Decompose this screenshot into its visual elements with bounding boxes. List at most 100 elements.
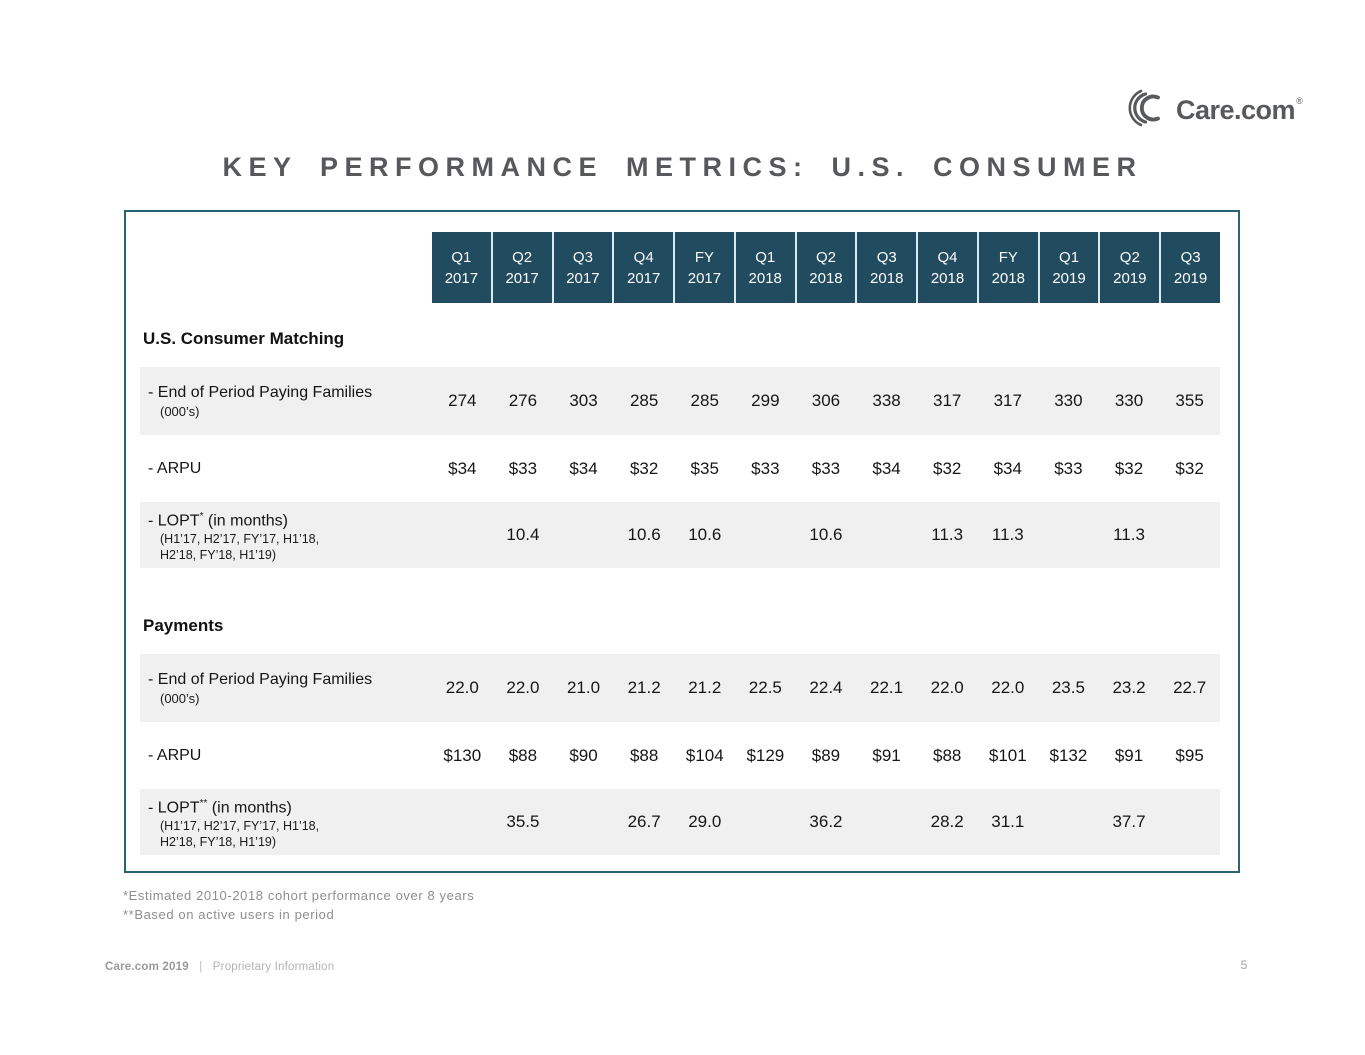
- footnote-marker: *: [199, 510, 204, 522]
- metric-row: - ARPU $130 $88 $90 $88 $104 $129 $89 $91 $88 $101…: [140, 733, 1220, 778]
- value-cell: [1159, 789, 1220, 855]
- value-cell: $88: [629, 745, 659, 765]
- row-values: $130 $88 $90 $88 $104 $129 $89 $91 $88 $101 $132 $9…: [432, 733, 1220, 778]
- value-cell: 285: [629, 391, 659, 410]
- row-sublabel: H2’18, FY’18, H1’19): [160, 548, 277, 563]
- value-cell: $33: [1054, 458, 1083, 478]
- value-cell: 330: [1114, 391, 1144, 410]
- logo-text: Care.com: [1176, 95, 1296, 125]
- value-cell: 22.1: [870, 678, 904, 697]
- value-cell: [1038, 502, 1099, 568]
- value-cell: 23.2: [1112, 678, 1146, 697]
- metrics-table: Q1 2017 Q2 2017 Q3 2017 Q4 2017 FY 2017 Q1 2018 Q2 20…: [124, 210, 1240, 873]
- value-cell: $101: [988, 745, 1027, 765]
- value-cell: 10.6: [809, 525, 843, 544]
- value-cell: $33: [508, 458, 538, 478]
- column-year: 2017: [444, 269, 479, 287]
- column-year: 2018: [870, 269, 904, 287]
- column-period: Q1: [451, 248, 472, 266]
- page-number: 5: [1240, 958, 1248, 972]
- value-cell: 23.5: [1051, 678, 1085, 697]
- value-cell: 36.2: [809, 812, 843, 831]
- value-cell: 330: [1054, 391, 1083, 410]
- metric-row: - LOPT** (in months) (H1’17, H2’17, FY’17…: [140, 789, 1220, 855]
- column-header: Q3 2018: [855, 232, 917, 303]
- row-label: - End of Period Paying Families: [148, 670, 373, 688]
- row-sublabel: (H1’17, H2’17, FY’17, H1’18,: [160, 819, 320, 834]
- value-cell: $130: [443, 745, 482, 765]
- row-label: - End of Period Paying Families: [148, 383, 373, 401]
- column-year: 2019: [1113, 269, 1147, 287]
- value-cell: 317: [932, 391, 962, 410]
- metric-row: - End of Period Paying Families (000’s) 27…: [140, 367, 1220, 435]
- column-header: Q1 2017: [432, 232, 491, 303]
- value-cell: $32: [1175, 458, 1204, 478]
- slide-title: KEY PERFORMANCE METRICS: U.S. CONSUMER: [222, 152, 1143, 182]
- value-cell: [432, 789, 493, 855]
- footer-text: Proprietary Information: [212, 961, 335, 973]
- row-values: $34 $33 $34 $32 $35 $33 $33 $34 $32 $34 $33 $32 $32: [432, 446, 1220, 491]
- value-cell: $88: [508, 745, 538, 765]
- row-values: 10.4 10.6 10.6 10.6 11.3 11.3 11.3: [432, 502, 1220, 568]
- column-header: Q2 2019: [1098, 232, 1160, 303]
- value-cell: [553, 789, 614, 855]
- row-label-column: - End of Period Paying Families (000’s): [140, 654, 432, 722]
- value-cell: 11.3: [991, 525, 1024, 544]
- row-label: - LOPT* (in months): [148, 510, 288, 530]
- value-cell: [735, 789, 796, 855]
- value-cell: [1159, 502, 1220, 568]
- column-year: 2017: [687, 269, 722, 287]
- column-period: Q1: [1059, 248, 1080, 266]
- value-cell: 338: [872, 391, 901, 410]
- value-cell: 28.2: [930, 812, 964, 831]
- column-period: Q4: [937, 248, 958, 266]
- value-cell: 21.2: [627, 678, 661, 697]
- value-cell: 22.0: [445, 678, 479, 697]
- row-label: - ARPU: [148, 459, 202, 477]
- column-header: Q2 2017: [490, 232, 552, 303]
- registered-mark: ®: [1296, 95, 1303, 106]
- value-cell: 11.3: [1113, 525, 1145, 544]
- value-cell: $34: [993, 458, 1022, 478]
- row-values: 22.0 22.0 21.0 21.2 21.2 22.5 22.4 22.1 22.0 22.0…: [432, 654, 1220, 722]
- value-cell: [735, 502, 796, 568]
- value-cell: 10.6: [627, 525, 661, 544]
- column-header: Q2 2018: [794, 232, 856, 303]
- footnote: **Based on active users in period: [123, 907, 335, 922]
- value-cell: $35: [690, 458, 719, 478]
- column-period: FY: [694, 248, 715, 266]
- column-year: 2017: [566, 269, 600, 287]
- row-sublabel: (000’s): [160, 690, 200, 706]
- value-cell: 22.0: [930, 678, 964, 697]
- value-cell: $95: [1175, 745, 1204, 765]
- value-cell: $33: [811, 458, 841, 478]
- value-cell: [856, 789, 917, 855]
- value-cell: 26.7: [627, 812, 661, 831]
- row-label-column: - ARPU: [140, 446, 432, 491]
- value-cell: $89: [811, 745, 841, 765]
- column-period: Q4: [633, 248, 654, 266]
- column-header: Q1 2018: [733, 232, 795, 303]
- row-sublabel: (H1’17, H2’17, FY’17, H1’18,: [160, 532, 320, 547]
- value-cell: 306: [811, 391, 841, 410]
- column-period: Q3: [876, 248, 897, 266]
- value-cell: $129: [746, 745, 785, 765]
- column-header: Q3 2017: [551, 232, 613, 303]
- column-year: 2019: [1052, 269, 1086, 287]
- value-cell: $104: [685, 745, 724, 765]
- value-cell: 35.5: [506, 812, 540, 831]
- value-cell: 11.3: [931, 525, 964, 544]
- value-cell: 37.7: [1112, 812, 1146, 831]
- value-cell: [553, 502, 614, 568]
- row-sublabel: H2’18, FY’18, H1’19): [160, 835, 277, 850]
- row-label-column: - LOPT* (in months) (H1’17, H2’17, FY’17,…: [140, 502, 432, 568]
- section-heading: Payments: [143, 616, 224, 635]
- table-body: U.S. Consumer Matching - End of Period Pa…: [140, 329, 1220, 855]
- column-header: Q4 2017: [612, 232, 674, 303]
- column-period: Q3: [1180, 248, 1201, 266]
- column-year: 2017: [626, 269, 661, 287]
- value-cell: 285: [690, 391, 719, 410]
- column-year: 2018: [748, 269, 782, 287]
- footer: Care.com 2019 | Proprietary Information: [105, 961, 334, 973]
